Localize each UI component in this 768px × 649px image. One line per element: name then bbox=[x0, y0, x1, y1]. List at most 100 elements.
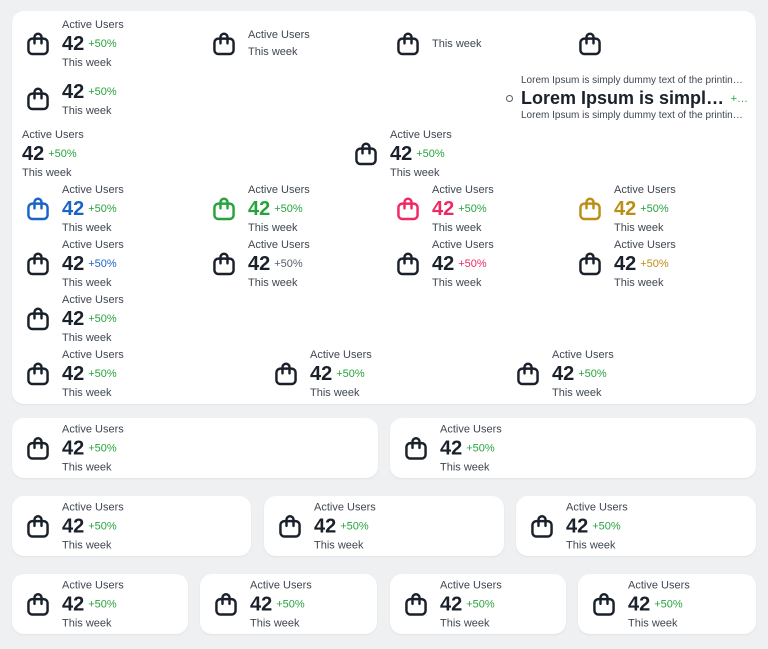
widget-trend: +50% bbox=[466, 442, 495, 454]
widget-subtitle: Lorem Ipsum is simply dummy text of the … bbox=[521, 110, 748, 121]
widget-subtitle: This week bbox=[566, 539, 616, 551]
stat-widget: Active Users 42 +50% This week bbox=[576, 183, 676, 234]
widget-trend: +50% bbox=[592, 520, 621, 532]
shopping-bag-icon bbox=[212, 590, 240, 618]
shopping-bag-icon bbox=[24, 590, 52, 618]
widget-subtitle: This week bbox=[250, 617, 300, 629]
widget-subtitle: This week bbox=[614, 221, 664, 234]
shopping-bag-icon bbox=[24, 360, 52, 388]
widget-title: Active Users bbox=[628, 579, 690, 591]
widget-value: 42 bbox=[62, 80, 85, 103]
circle-outline-icon bbox=[506, 95, 513, 102]
lorem-stat-widget: Lorem Ipsum is simply dummy text of the … bbox=[506, 73, 748, 124]
widget-value: 42 bbox=[22, 142, 45, 165]
widget-trend: +50% bbox=[88, 85, 117, 98]
stat-card: Active Users 42 +50% This week bbox=[200, 574, 377, 634]
widget-trend: +50% bbox=[274, 257, 303, 270]
stat-widget: 42 +50% This week bbox=[24, 73, 117, 124]
widget-title: Active Users bbox=[22, 128, 84, 141]
widget-title: Active Users bbox=[390, 128, 452, 141]
shopping-bag-icon bbox=[24, 512, 52, 540]
widget-subtitle: This week bbox=[390, 166, 440, 179]
stat-card: Active Users 42 +50% This week bbox=[390, 418, 756, 478]
widget-title: Active Users bbox=[314, 501, 376, 513]
stat-widget: Active Users 42 +50% This week bbox=[394, 238, 494, 289]
widget-value: 42 bbox=[62, 252, 85, 275]
widget-subtitle: This week bbox=[432, 37, 482, 50]
stat-widget: Active Users 42 +50% This week bbox=[24, 579, 124, 630]
widget-trend: +50% bbox=[640, 202, 669, 215]
stat-widget: Active Users 42 +50% This week bbox=[272, 348, 372, 399]
widget-trend: +50% bbox=[578, 367, 607, 380]
widget-value: Lorem Ipsum is simply … bbox=[521, 88, 727, 108]
widget-subtitle: This week bbox=[310, 386, 360, 399]
stat-card: Active Users 42 +50% This week bbox=[12, 418, 378, 478]
widget-subtitle: This week bbox=[314, 539, 364, 551]
stat-widget bbox=[576, 18, 604, 69]
widget-subtitle: This week bbox=[62, 331, 112, 344]
shopping-bag-icon bbox=[276, 512, 304, 540]
widget-title: Active Users bbox=[248, 238, 310, 251]
widget-subtitle: This week bbox=[62, 386, 112, 399]
shopping-bag-icon bbox=[272, 360, 300, 388]
widget-value: 42 bbox=[62, 593, 85, 615]
stat-widget: Active Users 42 +50% This week bbox=[528, 501, 628, 552]
widget-trend: +50% bbox=[88, 202, 117, 215]
stat-widget: Active Users This week bbox=[210, 18, 310, 69]
stat-widget: Active Users 42 +50% This week bbox=[394, 183, 494, 234]
stat-widget: Active Users 42 +50% This week bbox=[24, 238, 124, 289]
widget-title: Active Users bbox=[566, 501, 628, 513]
widget-trend: +50% bbox=[274, 202, 303, 215]
widget-value: 42 bbox=[62, 515, 85, 537]
stat-widget: Active Users 42 +50% This week bbox=[352, 128, 452, 179]
stat-widget: Active Users 42 +50% This week bbox=[402, 579, 502, 630]
shopping-bag-icon bbox=[24, 195, 52, 223]
shopping-bag-icon bbox=[210, 250, 238, 278]
shopping-bag-icon bbox=[24, 305, 52, 333]
stat-widget: Active Users 42 +50% This week bbox=[24, 183, 124, 234]
stat-widget: Active Users 42 +50% This week bbox=[514, 348, 614, 399]
stats-overview-card: Active Users 42 +50% This week Active Us… bbox=[12, 11, 756, 404]
widget-title: Active Users bbox=[440, 423, 502, 435]
widget-trend: +50% bbox=[466, 598, 495, 610]
stat-widget: Active Users 42 +50% This week bbox=[24, 501, 124, 552]
widget-value: 42 bbox=[552, 362, 575, 385]
widget-trend: +50% bbox=[88, 598, 117, 610]
stat-card: Active Users 42 +50% This week bbox=[516, 496, 756, 556]
widget-subtitle: This week bbox=[62, 104, 112, 117]
widget-title: Active Users bbox=[62, 183, 124, 196]
widget-trend: +50% bbox=[88, 367, 117, 380]
widget-subtitle: This week bbox=[62, 539, 112, 551]
widget-title: Active Users bbox=[552, 348, 614, 361]
widget-title: Active Users bbox=[248, 29, 310, 41]
widget-trend: +50% bbox=[340, 520, 369, 532]
widget-value: 42 bbox=[62, 197, 85, 220]
stat-widget: Active Users 42 +50% This week bbox=[24, 293, 124, 344]
widget-value: 42 bbox=[628, 593, 651, 615]
widget-title: Active Users bbox=[432, 183, 494, 196]
widget-trend: +… bbox=[730, 92, 748, 105]
stat-widget: Active Users 42 +50% This week bbox=[24, 423, 124, 474]
shopping-bag-icon bbox=[576, 250, 604, 278]
widget-trend: +50% bbox=[88, 257, 117, 270]
widget-subtitle: This week bbox=[552, 386, 602, 399]
widget-trend: +50% bbox=[654, 598, 683, 610]
widget-subtitle: This week bbox=[248, 221, 298, 234]
shopping-bag-icon bbox=[402, 434, 430, 462]
shopping-bag-icon bbox=[514, 360, 542, 388]
widget-trend: +50% bbox=[416, 147, 445, 160]
widget-subtitle: This week bbox=[248, 46, 298, 58]
widget-subtitle: This week bbox=[62, 617, 112, 629]
widget-trend: +50% bbox=[336, 367, 365, 380]
widget-title: Active Users bbox=[62, 423, 124, 435]
stat-widget: Active Users 42 +50% This week bbox=[210, 238, 310, 289]
widget-subtitle: This week bbox=[614, 276, 664, 289]
widget-title: Active Users bbox=[432, 238, 494, 251]
shopping-bag-icon bbox=[210, 195, 238, 223]
shopping-bag-icon bbox=[24, 250, 52, 278]
widget-title: Active Users bbox=[62, 501, 124, 513]
widget-value: 42 bbox=[432, 252, 455, 275]
widget-subtitle: This week bbox=[22, 166, 72, 179]
stat-card: Active Users 42 +50% This week bbox=[12, 574, 188, 634]
widget-value: 42 bbox=[62, 437, 85, 459]
